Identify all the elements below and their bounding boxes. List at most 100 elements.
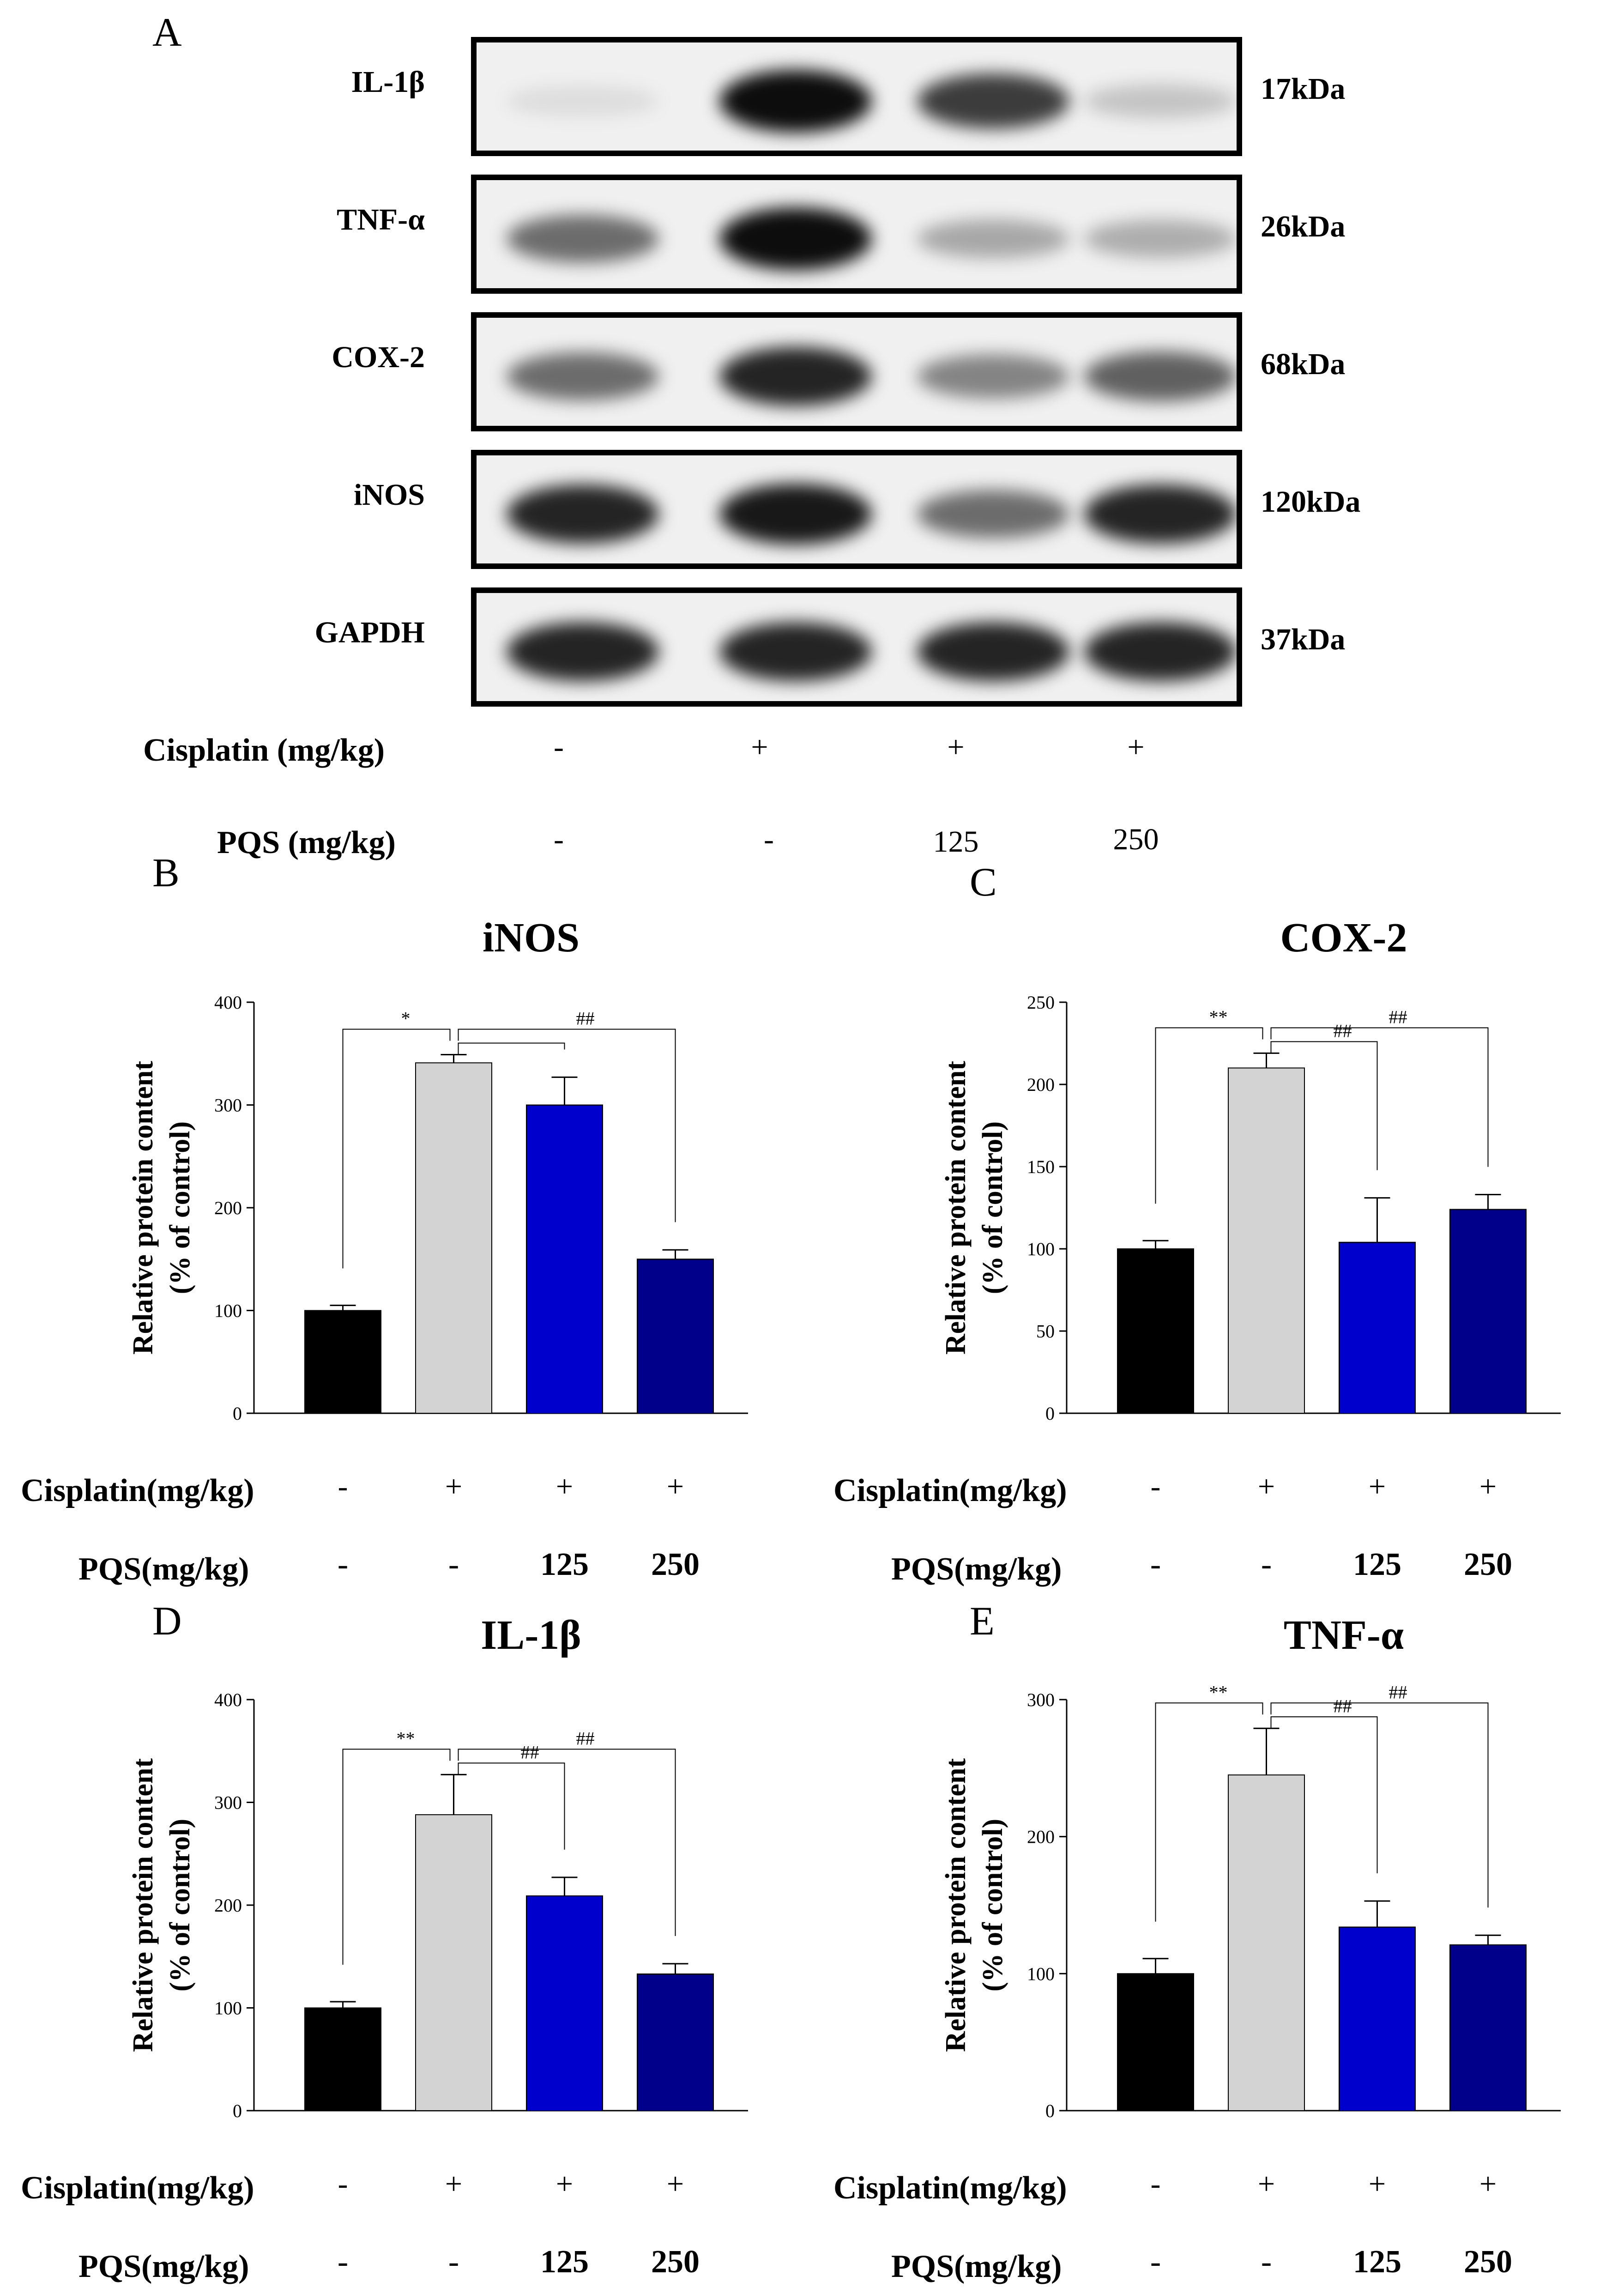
cisplatin-value: -	[338, 2167, 348, 2201]
y-axis-label: Relative protein content	[127, 1061, 159, 1355]
pqs-value: -	[338, 1547, 348, 1582]
significance-label: ##	[1389, 1682, 1407, 1702]
significance-label: ##	[521, 1742, 539, 1762]
pqs-value: 125	[540, 2244, 589, 2280]
significance-bracket	[458, 1762, 565, 1850]
pqs-value: -	[448, 2244, 459, 2280]
blot-band	[1084, 351, 1237, 401]
panel-letter-e: E	[970, 1599, 995, 1644]
pqs-value: -	[338, 2244, 348, 2280]
pqs-value: 125	[1353, 2244, 1401, 2280]
cisplatin-value: +	[1479, 1470, 1497, 1503]
bar	[304, 1310, 381, 1414]
cisplatin-value: +	[1369, 1470, 1386, 1503]
significance-bracket	[1270, 1027, 1489, 1167]
blot-band	[719, 622, 872, 681]
blot-band	[917, 73, 1070, 129]
y-tick-label: 300	[214, 1095, 242, 1116]
blot-band	[507, 622, 659, 681]
blot-protein-label: COX-2	[332, 340, 425, 374]
chart-title: IL-1β	[481, 1612, 581, 1658]
bar	[1117, 1973, 1194, 2111]
y-tick-label: 100	[214, 1998, 242, 2019]
bar	[1449, 1209, 1527, 1414]
significance-bracket	[458, 1042, 565, 1055]
blot-band	[1084, 84, 1237, 119]
significance-label: ##	[576, 1728, 595, 1749]
cisplatin-value: +	[1369, 2167, 1386, 2201]
cisplatin-label: Cisplatin(mg/kg)	[21, 2170, 254, 2206]
blot-band	[719, 347, 872, 406]
blot-band	[719, 207, 872, 270]
blot-band	[507, 215, 659, 263]
significance-bracket	[1155, 1702, 1263, 1922]
chart-title: COX-2	[1280, 915, 1407, 961]
cisplatin-value: +	[667, 2167, 684, 2201]
bar	[1228, 1067, 1305, 1414]
cisplatin-value: +	[667, 1470, 684, 1503]
y-axis-label: Relative protein content	[940, 1061, 972, 1355]
bar	[1339, 1241, 1416, 1414]
blot-strip	[471, 312, 1242, 431]
panel-letter-d: D	[152, 1599, 182, 1644]
significance-label: **	[1209, 1682, 1228, 1702]
y-tick-label: 100	[1027, 1963, 1055, 1984]
blot-pqs-value: -	[764, 823, 774, 856]
significance-bracket	[342, 1029, 451, 1269]
significance-bracket	[1270, 1702, 1489, 1908]
blot-pqs-label: PQS (mg/kg)	[217, 825, 396, 860]
bar	[1117, 1248, 1194, 1414]
pqs-value: -	[1150, 1547, 1161, 1582]
blot-cisplatin-value: +	[947, 730, 965, 764]
bar-chart-tnfa: TNF-α Relative protein content (% of contr…	[833, 1612, 1561, 2284]
y-tick-label: 200	[214, 1895, 242, 1916]
pqs-value: -	[1150, 2244, 1161, 2280]
pqs-value: 125	[540, 1547, 589, 1582]
y-tick-label: 400	[214, 992, 242, 1013]
blot-band	[917, 219, 1070, 258]
significance-label: ##	[576, 1008, 595, 1029]
blot-kda-label: 37kDa	[1261, 623, 1346, 656]
bar-chart-inos: iNOS Relative protein content (% of contro…	[21, 915, 748, 1587]
blot-cisplatin-label: Cisplatin (mg/kg)	[143, 732, 385, 768]
significance-label: ##	[1334, 1020, 1352, 1041]
significance-bracket	[1270, 1716, 1378, 1874]
pqs-value: 250	[1464, 1547, 1512, 1582]
y-tick-label: 200	[214, 1198, 242, 1218]
cisplatin-value: +	[1479, 2167, 1497, 2201]
blot-kda-label: 17kDa	[1261, 72, 1346, 106]
cisplatin-label: Cisplatin(mg/kg)	[21, 1473, 254, 1508]
blot-strip	[471, 450, 1242, 569]
cisplatin-value: +	[556, 1470, 573, 1503]
blot-cisplatin-value: -	[554, 730, 564, 764]
blot-band	[719, 70, 872, 133]
chart-title: iNOS	[483, 915, 580, 961]
blot-band	[917, 622, 1070, 681]
y-tick-label: 200	[1027, 1074, 1055, 1095]
cisplatin-value: +	[445, 1470, 462, 1503]
bar	[1449, 1944, 1527, 2111]
pqs-label: PQS(mg/kg)	[78, 2249, 249, 2284]
chart-title: TNF-α	[1284, 1612, 1404, 1658]
pqs-value: -	[1261, 2244, 1272, 2280]
significance-bracket	[1270, 1041, 1378, 1170]
panel-letter-c: C	[970, 860, 997, 905]
cisplatin-value: -	[1151, 1470, 1161, 1503]
cisplatin-value: +	[1258, 1470, 1275, 1503]
y-tick-label: 100	[214, 1301, 242, 1321]
cisplatin-label: Cisplatin(mg/kg)	[833, 2170, 1067, 2206]
bar-chart-cox2: COX-2 Relative protein content (% of contr…	[833, 915, 1561, 1587]
blot-band	[917, 490, 1070, 538]
pqs-label: PQS(mg/kg)	[78, 1551, 249, 1587]
bar-chart-il1b: IL-1β Relative protein content (% of contr…	[21, 1612, 748, 2284]
cisplatin-value: +	[556, 2167, 573, 2201]
cisplatin-value: +	[445, 2167, 462, 2201]
bar	[415, 1814, 492, 2111]
y-axis-label: Relative protein content	[127, 1758, 159, 2052]
blot-protein-label: GAPDH	[314, 616, 425, 649]
cisplatin-value: +	[1258, 2167, 1275, 2201]
y-tick-label: 250	[1027, 992, 1055, 1013]
bar	[637, 1973, 714, 2111]
pqs-label: PQS(mg/kg)	[891, 1551, 1062, 1587]
bar	[304, 2007, 381, 2111]
